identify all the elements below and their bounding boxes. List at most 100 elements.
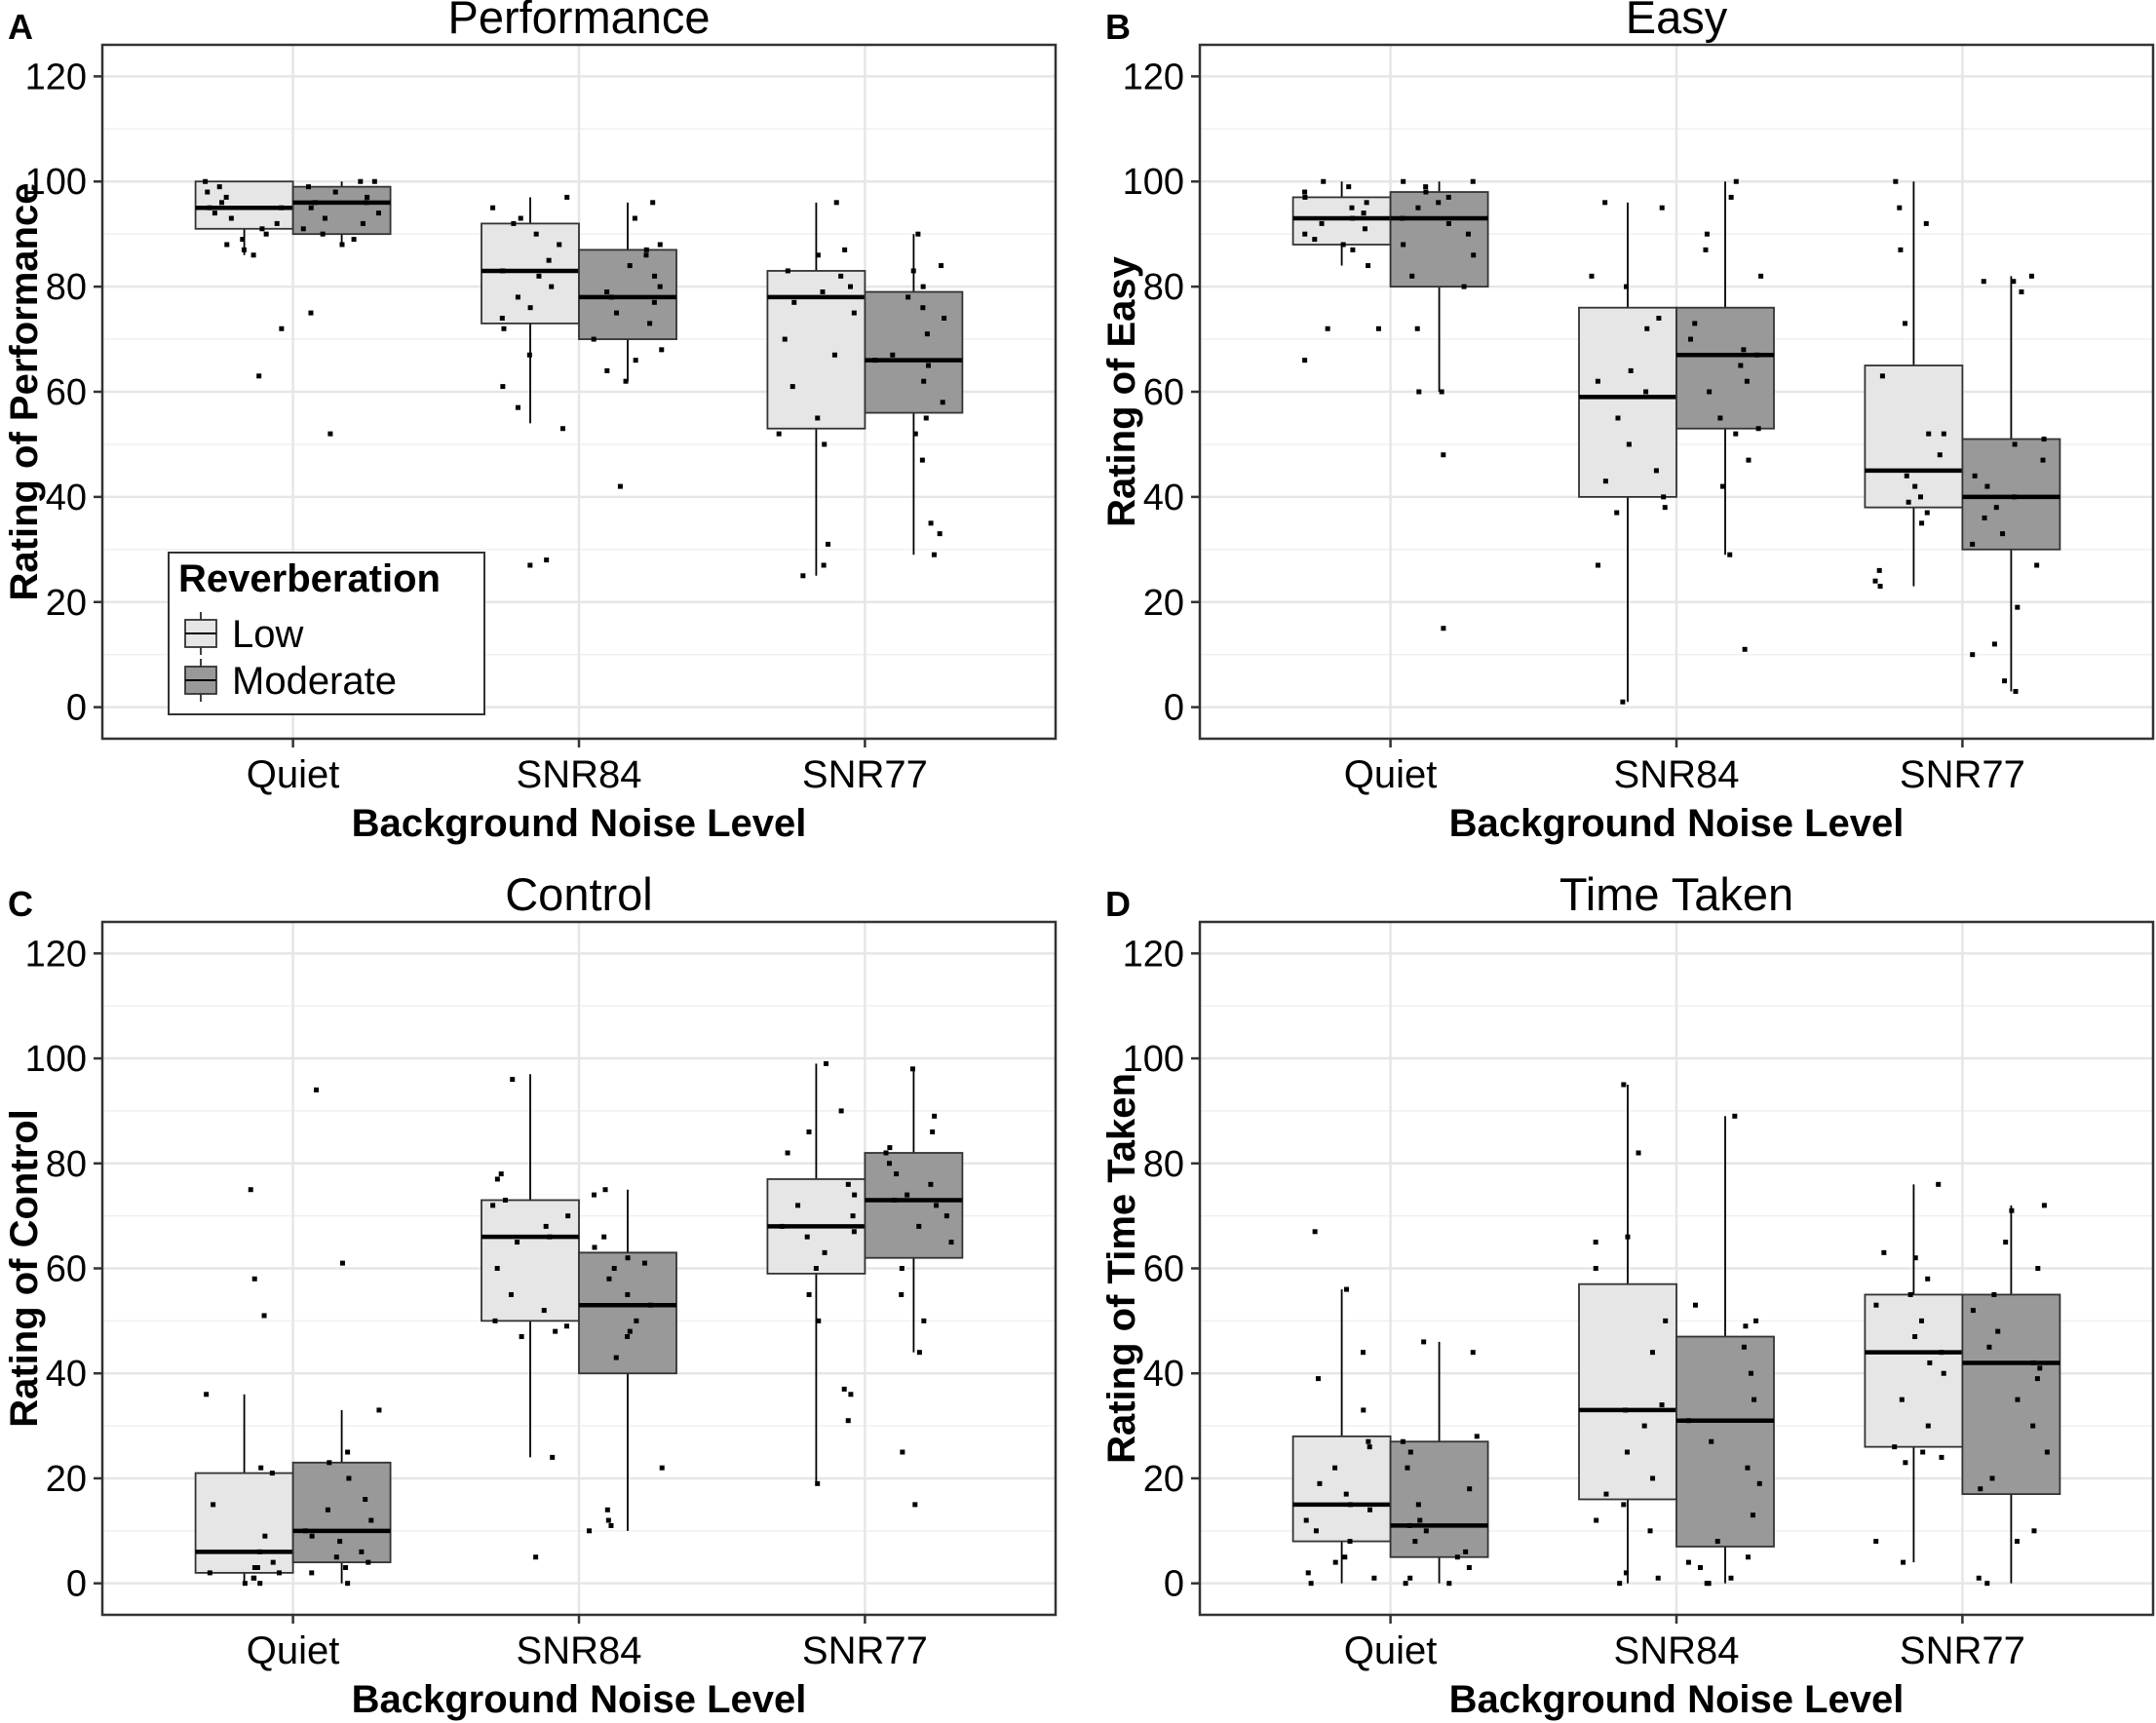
data-point <box>785 1150 790 1156</box>
data-point <box>1321 178 1327 184</box>
data-point <box>371 178 377 184</box>
data-point <box>942 315 947 321</box>
data-point <box>1741 1344 1747 1350</box>
data-point <box>608 294 614 300</box>
data-point <box>339 1260 345 1266</box>
data-point <box>605 1517 611 1523</box>
data-point <box>1653 468 1659 474</box>
data-point <box>2019 289 2024 295</box>
data-point <box>219 200 225 206</box>
data-point <box>376 1407 382 1413</box>
data-point <box>559 426 565 432</box>
box-iqr <box>1389 1440 1489 1558</box>
data-point <box>550 1454 556 1460</box>
box-snr84-moderate <box>1675 178 1775 652</box>
box-quiet-moderate <box>1389 178 1489 632</box>
data-point <box>1732 1113 1738 1119</box>
data-point <box>795 1203 801 1208</box>
data-point <box>632 215 637 221</box>
data-point <box>1346 184 1352 190</box>
data-point <box>1714 1539 1720 1545</box>
data-point <box>1872 578 1878 584</box>
data-point <box>1415 205 1421 211</box>
y-tick-label: 80 <box>46 1144 87 1185</box>
data-point <box>1912 483 1918 489</box>
data-point <box>1445 220 1451 226</box>
data-point <box>1403 1581 1408 1587</box>
box-snr77-moderate <box>864 231 964 557</box>
data-point <box>806 1291 812 1297</box>
data-point <box>1989 1475 1995 1481</box>
data-point <box>1704 231 1710 237</box>
x-axis-title: Background Noise Level <box>352 1678 807 1721</box>
data-point <box>1687 336 1693 342</box>
data-point <box>647 321 653 326</box>
data-point <box>1312 237 1318 243</box>
box-snr77-low <box>1864 1181 1964 1565</box>
data-point <box>1366 263 1371 269</box>
data-point <box>928 1181 934 1187</box>
data-point <box>1441 452 1446 458</box>
data-point <box>1941 431 1946 437</box>
data-point <box>306 184 312 190</box>
data-point <box>309 1570 315 1576</box>
data-point <box>1745 1554 1751 1560</box>
data-point <box>1347 1539 1353 1545</box>
data-point <box>845 1418 851 1424</box>
y-tick-label: 0 <box>1164 688 1184 729</box>
box-iqr <box>1578 306 1677 498</box>
data-point <box>1361 211 1367 216</box>
data-point <box>1873 1302 1879 1308</box>
data-point <box>533 1554 539 1560</box>
data-point <box>651 299 657 305</box>
data-point <box>1970 541 1976 547</box>
data-point <box>1907 1291 1913 1297</box>
data-point <box>366 1559 371 1565</box>
data-point <box>1319 220 1325 226</box>
data-point <box>1409 273 1415 279</box>
data-point <box>216 184 222 190</box>
data-point <box>822 1249 828 1255</box>
x-tick-label: Quiet <box>247 753 340 796</box>
data-point <box>1364 200 1369 206</box>
data-point <box>1692 321 1698 326</box>
data-point <box>242 1581 248 1587</box>
data-point <box>1901 1559 1906 1565</box>
data-point <box>302 1528 308 1534</box>
data-point <box>1873 1539 1879 1545</box>
data-point <box>813 1266 819 1271</box>
data-point <box>1317 1480 1323 1486</box>
data-point <box>490 205 496 211</box>
x-tick-label: SNR84 <box>517 753 642 796</box>
data-point <box>1615 415 1621 421</box>
data-point <box>1984 483 1990 489</box>
data-point <box>920 305 926 311</box>
data-point <box>515 404 520 410</box>
y-tick-label: 120 <box>25 934 87 975</box>
data-point <box>1738 363 1744 368</box>
data-point <box>363 1497 368 1502</box>
data-point <box>333 1554 339 1560</box>
data-point <box>782 336 788 342</box>
data-point <box>2009 1207 2015 1213</box>
data-point <box>1697 1565 1703 1571</box>
data-point <box>1746 457 1752 463</box>
data-point <box>1423 189 1429 195</box>
data-point <box>1897 205 1903 211</box>
data-point <box>852 1192 858 1198</box>
data-point <box>564 194 570 200</box>
data-point <box>1755 426 1761 432</box>
data-point <box>1621 1082 1627 1088</box>
data-point <box>899 1291 905 1297</box>
data-point <box>364 200 369 206</box>
data-point <box>1375 325 1381 331</box>
data-point <box>1644 325 1650 331</box>
data-point <box>1340 242 1346 248</box>
data-point <box>1366 1438 1371 1444</box>
data-point <box>1659 205 1665 211</box>
panel-b: 0 20 40 60 80 100 120 Quiet SNR84 SNR77 Easy B Backg… <box>1100 0 2155 845</box>
box-quiet-moderate <box>291 1087 392 1587</box>
data-point <box>1743 1323 1749 1329</box>
data-point <box>1920 1449 1926 1455</box>
data-point <box>1641 1423 1647 1429</box>
